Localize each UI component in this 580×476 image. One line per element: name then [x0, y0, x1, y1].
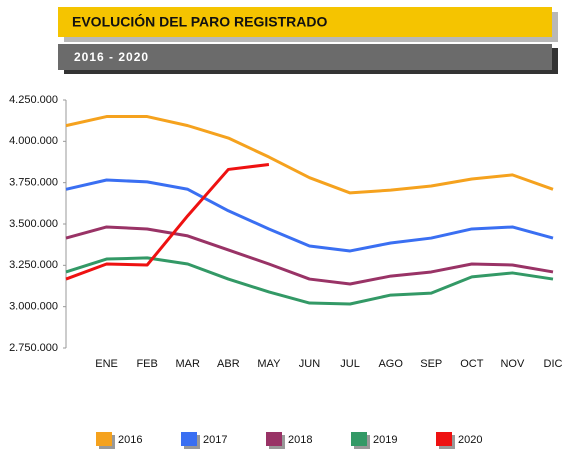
y-tick-label: 3.750.000: [9, 177, 58, 189]
x-tick-label: MAY: [257, 358, 281, 370]
legend-label: 2016: [118, 434, 142, 446]
legend-swatch: [266, 432, 282, 446]
x-tick-label: MAR: [176, 358, 201, 370]
legend-swatch: [436, 432, 452, 446]
y-tick-label: 4.000.000: [9, 135, 58, 147]
series-line: [65, 115, 554, 195]
legend-swatch: [181, 432, 197, 446]
x-tick-label: JUL: [340, 358, 360, 370]
legend-swatch: [96, 432, 112, 446]
y-tick-label: 4.250.000: [9, 94, 58, 106]
legend-swatch: [351, 432, 367, 446]
y-tick-label: 3.000.000: [9, 301, 58, 313]
series-line: [65, 256, 554, 306]
series-line: [65, 162, 270, 281]
subtitle-bar: [58, 44, 552, 70]
x-tick-label: ENE: [95, 358, 118, 370]
chart-title: EVOLUCIÓN DEL PARO REGISTRADO: [72, 13, 328, 30]
legend-label: 2017: [203, 434, 227, 446]
x-tick-label: SEP: [420, 358, 442, 370]
x-tick-label: DIC: [544, 358, 563, 370]
x-tick-label: JUN: [299, 358, 320, 370]
legend-label: 2020: [458, 434, 482, 446]
x-tick-label: FEB: [136, 358, 157, 370]
y-tick-label: 3.500.000: [9, 218, 58, 230]
title-bar: [58, 7, 552, 37]
x-tick-label: OCT: [460, 358, 484, 370]
x-tick-label: NOV: [500, 358, 525, 370]
legend-label: 2018: [288, 434, 312, 446]
y-tick-label: 2.750.000: [9, 342, 58, 354]
series-line: [65, 225, 554, 286]
chart-subtitle: 2016 - 2020: [74, 50, 149, 64]
x-tick-label: ABR: [217, 358, 240, 370]
x-tick-label: AGO: [378, 358, 403, 370]
series-line: [65, 178, 554, 253]
y-tick-label: 3.250.000: [9, 259, 58, 271]
legend-label: 2019: [373, 434, 397, 446]
